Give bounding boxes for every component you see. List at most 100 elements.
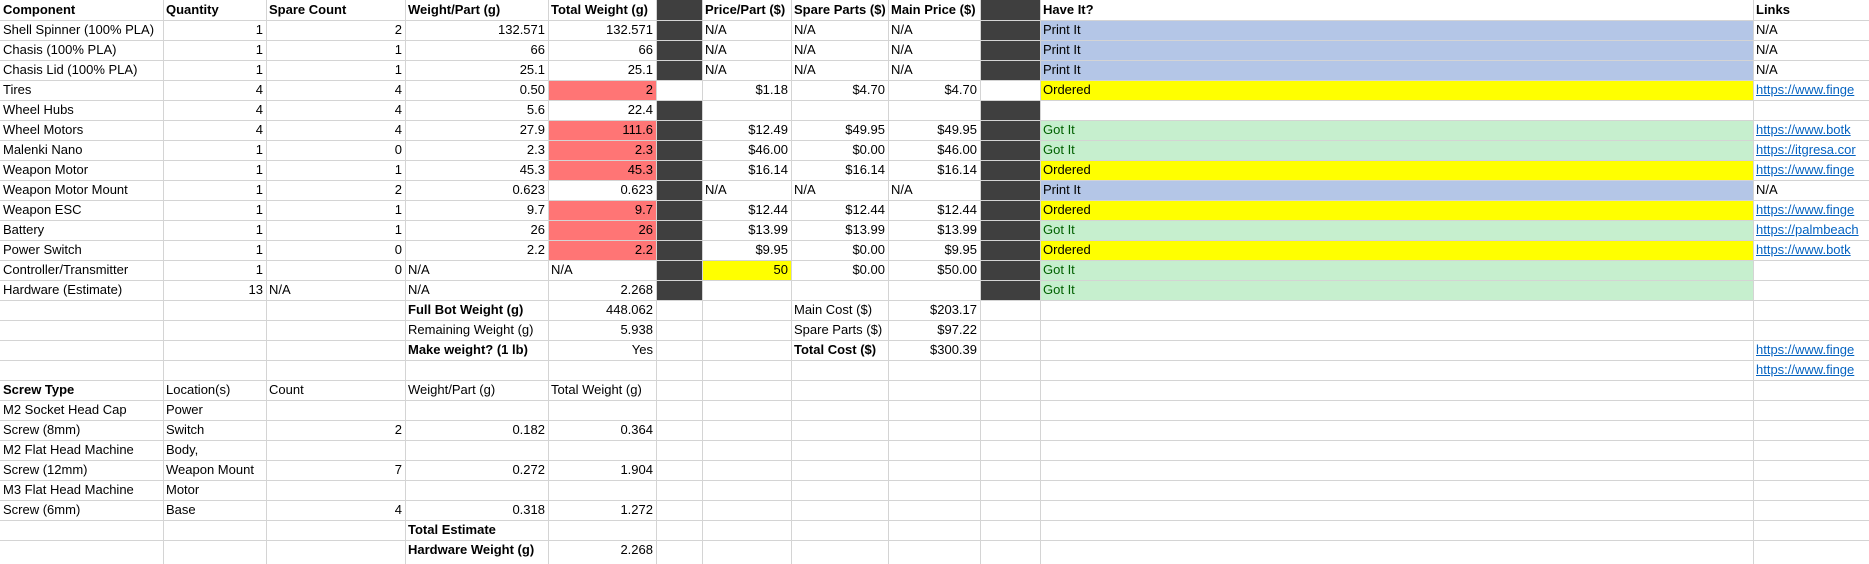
quantity-cell[interactable]: 4 xyxy=(255,102,263,117)
hardware-total-label-line1[interactable]: Total Estimate xyxy=(408,522,496,537)
screw-total-weight-cell[interactable]: 1.904 xyxy=(620,462,653,477)
have-it-status[interactable]: Got It xyxy=(1043,142,1075,157)
component-link[interactable]: N/A xyxy=(1756,182,1778,197)
component-link[interactable] xyxy=(1753,100,1869,120)
header-quantity[interactable]: Quantity xyxy=(166,2,219,17)
have-it-status[interactable]: Got It xyxy=(1043,222,1075,237)
quantity-cell[interactable]: 1 xyxy=(255,62,263,77)
main-price-cell[interactable] xyxy=(888,280,980,300)
total-weight-cell[interactable]: 0.623 xyxy=(620,182,653,197)
screw-type-line1[interactable]: M2 Flat Head Machine xyxy=(3,442,134,457)
screw-location-line2[interactable]: Switch xyxy=(166,422,205,437)
spare-count-cell[interactable]: N/A xyxy=(269,282,291,297)
make-weight-label[interactable]: Make weight? (1 lb) xyxy=(408,342,528,357)
header-total_weight[interactable]: Total Weight (g) xyxy=(551,2,648,17)
component-link[interactable] xyxy=(1753,260,1869,280)
main-price-cell[interactable]: $4.70 xyxy=(944,82,977,97)
price-part-cell[interactable]: 50 xyxy=(773,262,788,277)
spare-count-cell[interactable]: 4 xyxy=(394,82,402,97)
component-name[interactable]: Power Switch xyxy=(3,242,82,257)
quantity-cell[interactable]: 1 xyxy=(255,242,263,257)
price-part-cell[interactable]: $16.14 xyxy=(748,162,788,177)
weight-part-cell[interactable]: N/A xyxy=(408,262,430,277)
spare-parts-price-cell[interactable]: N/A xyxy=(794,62,816,77)
total-cost-label[interactable]: Total Cost ($) xyxy=(794,342,877,357)
header-main_price[interactable]: Main Price ($) xyxy=(891,2,976,17)
total-weight-cell[interactable]: 26 xyxy=(638,222,653,237)
main-price-cell[interactable] xyxy=(888,100,980,120)
remaining-weight-label[interactable]: Remaining Weight (g) xyxy=(408,322,534,337)
total-weight-cell[interactable]: 2.268 xyxy=(620,282,653,297)
weight-part-cell[interactable]: 5.6 xyxy=(526,102,545,117)
weight-part-cell[interactable]: 2.2 xyxy=(526,242,545,257)
spare-parts-price-cell[interactable]: $49.95 xyxy=(845,122,885,137)
header-spare_parts[interactable]: Spare Parts ($) xyxy=(794,2,886,17)
have-it-status[interactable]: Ordered xyxy=(1043,162,1091,177)
component-link[interactable]: https://palmbeach xyxy=(1756,222,1859,237)
screw-count-cell[interactable]: 7 xyxy=(394,462,402,477)
spare-parts-price-cell[interactable]: $4.70 xyxy=(852,82,885,97)
quantity-cell[interactable]: 1 xyxy=(255,262,263,277)
component-link[interactable]: https://www.finge xyxy=(1756,82,1855,97)
quantity-cell[interactable]: 1 xyxy=(255,142,263,157)
price-part-cell[interactable]: N/A xyxy=(705,42,727,57)
price-part-cell[interactable] xyxy=(702,280,791,300)
main-price-cell[interactable]: N/A xyxy=(891,22,913,37)
price-part-cell[interactable] xyxy=(702,100,791,120)
have-it-status[interactable]: Print It xyxy=(1043,182,1081,197)
spare-parts-price-cell[interactable]: $13.99 xyxy=(845,222,885,237)
screw-count-cell[interactable]: 2 xyxy=(394,422,402,437)
have-it-status[interactable] xyxy=(1040,100,1753,120)
spare-count-cell[interactable]: 1 xyxy=(394,42,402,57)
component-link[interactable]: https://www.finge xyxy=(1756,162,1855,177)
component-link[interactable]: https://www.botk xyxy=(1756,122,1851,137)
quantity-cell[interactable]: 4 xyxy=(255,122,263,137)
price-part-cell[interactable]: $13.99 xyxy=(748,222,788,237)
total-weight-cell[interactable]: 66 xyxy=(638,42,653,57)
screw-type-line1[interactable]: M3 Flat Head Machine xyxy=(3,482,134,497)
price-part-cell[interactable]: $9.95 xyxy=(755,242,788,257)
full-bot-weight-label[interactable]: Full Bot Weight (g) xyxy=(408,302,524,317)
total-weight-cell[interactable]: 9.7 xyxy=(634,202,653,217)
component-name[interactable]: Wheel Motors xyxy=(3,122,84,137)
main-price-cell[interactable]: $13.99 xyxy=(937,222,977,237)
total-weight-cell[interactable]: 132.571 xyxy=(606,22,653,37)
main-price-cell[interactable]: $12.44 xyxy=(937,202,977,217)
spare-count-cell[interactable]: 1 xyxy=(394,162,402,177)
have-it-status[interactable]: Ordered xyxy=(1043,202,1091,217)
main-cost-label[interactable]: Main Cost ($) xyxy=(794,302,873,317)
total-weight-cell[interactable]: 2.2 xyxy=(634,242,653,257)
quantity-cell[interactable]: 1 xyxy=(255,182,263,197)
quantity-cell[interactable]: 1 xyxy=(255,222,263,237)
screw-weight-part-cell[interactable]: 0.182 xyxy=(512,422,545,437)
spare-count-cell[interactable]: 1 xyxy=(394,222,402,237)
screw-total-weight-cell[interactable]: 1.272 xyxy=(620,502,653,517)
have-it-status[interactable]: Print It xyxy=(1043,22,1081,37)
screw-location-line1[interactable]: Body, xyxy=(166,442,199,457)
component-name[interactable]: Weapon ESC xyxy=(3,202,82,217)
weight-part-cell[interactable]: 9.7 xyxy=(526,202,545,217)
component-link[interactable]: https://www.botk xyxy=(1756,242,1851,257)
main-price-cell[interactable]: N/A xyxy=(891,62,913,77)
screw-weight-part-cell[interactable]: 0.318 xyxy=(512,502,545,517)
component-name[interactable]: Controller/Transmitter xyxy=(3,262,129,277)
component-link[interactable]: https://itgresa.cor xyxy=(1756,142,1856,157)
have-it-status[interactable]: Ordered xyxy=(1043,242,1091,257)
price-part-cell[interactable]: $46.00 xyxy=(748,142,788,157)
extra-link[interactable]: https://www.finge xyxy=(1756,362,1855,377)
spare-count-cell[interactable]: 1 xyxy=(394,62,402,77)
component-link[interactable]: N/A xyxy=(1756,62,1778,77)
spare-parts-price-cell[interactable]: $0.00 xyxy=(852,242,885,257)
total-cost-value[interactable]: $300.39 xyxy=(930,342,977,357)
component-name[interactable]: Weapon Motor xyxy=(3,162,89,177)
component-name[interactable]: Malenki Nano xyxy=(3,142,83,157)
spare-parts-price-cell[interactable]: N/A xyxy=(794,42,816,57)
spare-parts-price-cell[interactable]: $0.00 xyxy=(852,142,885,157)
screw-type-line2[interactable]: Screw (6mm) xyxy=(3,502,81,517)
screw-type-line2[interactable]: Screw (8mm) xyxy=(3,422,81,437)
spare-count-cell[interactable]: 1 xyxy=(394,202,402,217)
price-part-cell[interactable]: N/A xyxy=(705,182,727,197)
screw-weight-part-cell[interactable]: 0.272 xyxy=(512,462,545,477)
component-link[interactable]: https://www.finge xyxy=(1756,202,1855,217)
